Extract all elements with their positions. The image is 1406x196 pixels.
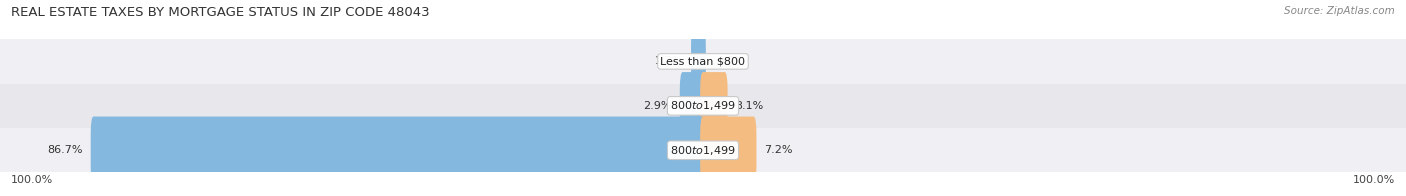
Text: 3.1%: 3.1% — [735, 101, 763, 111]
Text: Source: ZipAtlas.com: Source: ZipAtlas.com — [1284, 6, 1395, 16]
Text: $800 to $1,499: $800 to $1,499 — [671, 99, 735, 112]
FancyBboxPatch shape — [700, 116, 756, 184]
Text: 7.2%: 7.2% — [765, 145, 793, 155]
FancyBboxPatch shape — [681, 72, 706, 140]
Text: 100.0%: 100.0% — [1353, 175, 1395, 185]
Text: $800 to $1,499: $800 to $1,499 — [671, 144, 735, 157]
Text: REAL ESTATE TAXES BY MORTGAGE STATUS IN ZIP CODE 48043: REAL ESTATE TAXES BY MORTGAGE STATUS IN … — [11, 6, 430, 19]
Text: 0.0%: 0.0% — [717, 56, 745, 66]
Text: Less than $800: Less than $800 — [661, 56, 745, 66]
Bar — [0, 84, 1406, 128]
Bar — [0, 128, 1406, 172]
Text: 86.7%: 86.7% — [48, 145, 83, 155]
FancyBboxPatch shape — [90, 116, 706, 184]
Text: 100.0%: 100.0% — [11, 175, 53, 185]
FancyBboxPatch shape — [700, 72, 728, 140]
Bar — [0, 39, 1406, 84]
FancyBboxPatch shape — [692, 28, 706, 95]
Text: 2.9%: 2.9% — [644, 101, 672, 111]
Text: 1.3%: 1.3% — [655, 56, 683, 66]
